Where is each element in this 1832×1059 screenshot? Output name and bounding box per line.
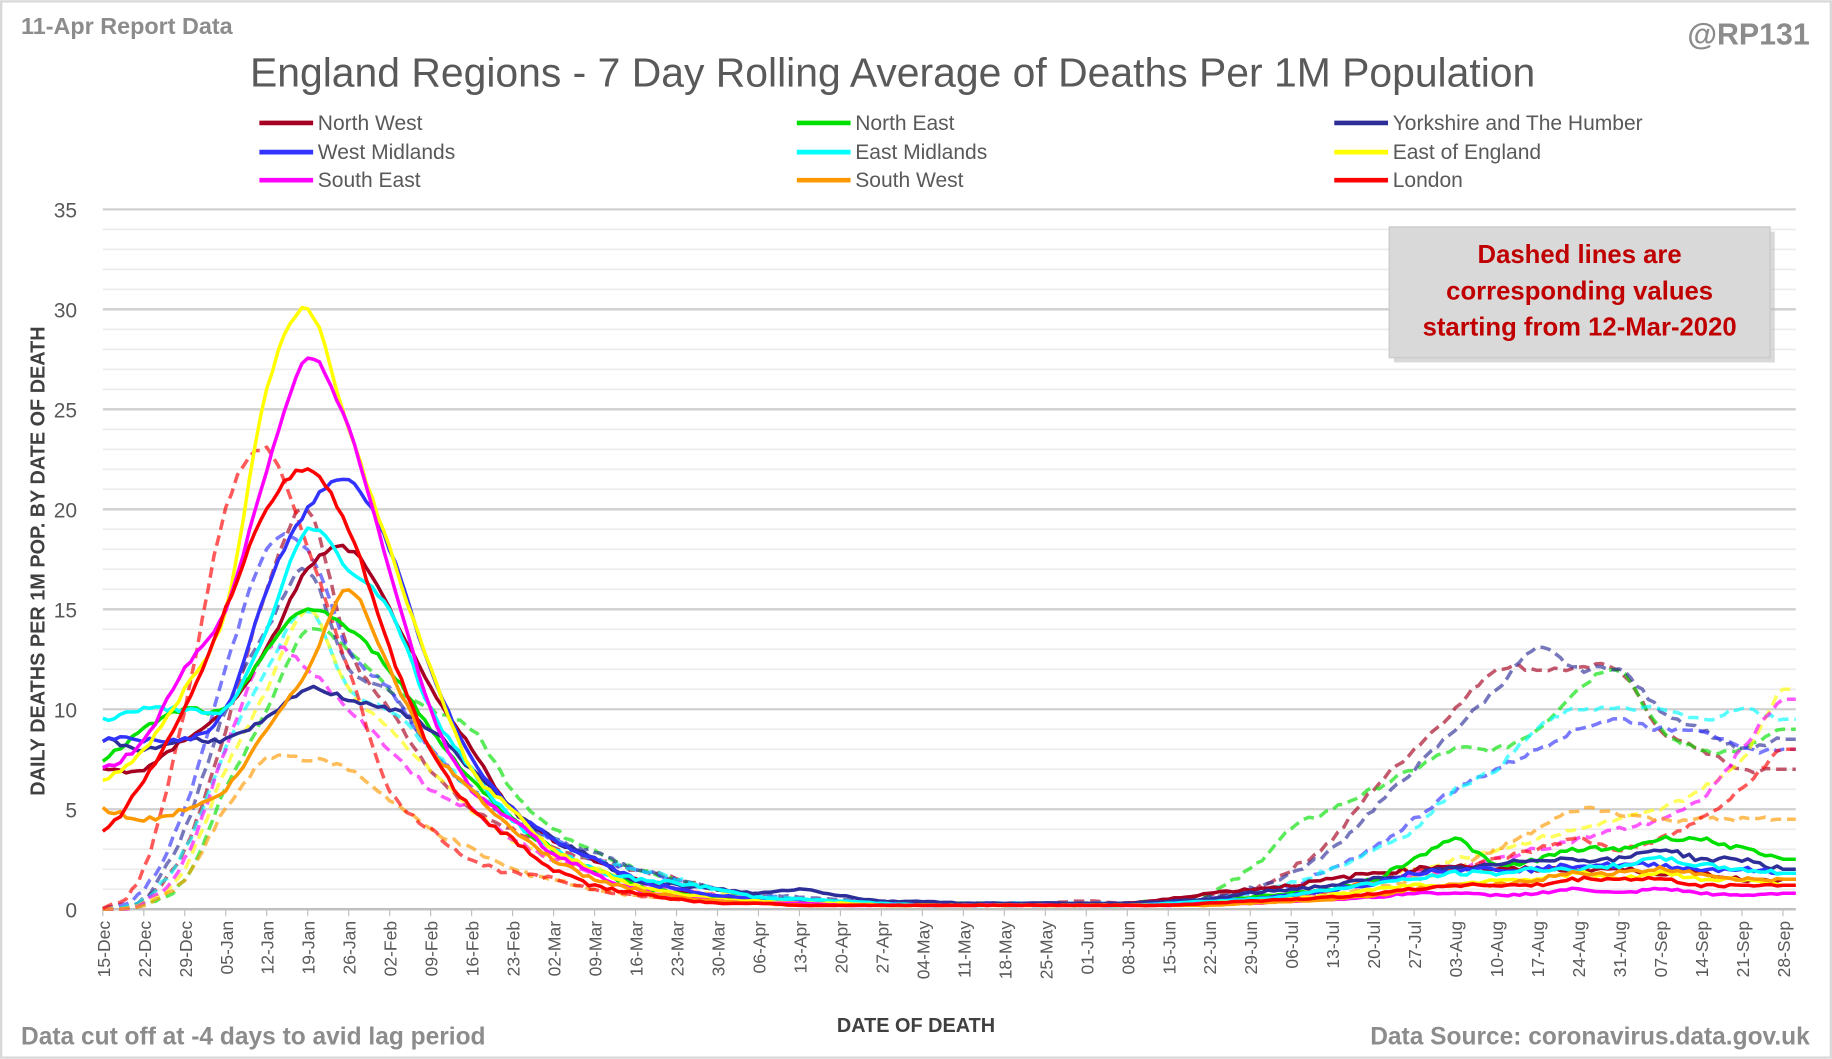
report-label: 11-Apr Report Data: [21, 13, 234, 39]
annotation-line-2: corresponding values: [1446, 277, 1713, 305]
y-tick-label: 15: [54, 599, 77, 622]
legend-label: North East: [855, 112, 954, 135]
x-tick-label: 08-Jun: [1118, 921, 1138, 975]
legend-label: West Midlands: [318, 141, 455, 164]
x-tick-label: 19-Jan: [299, 921, 319, 975]
y-axis-label: DAILY DEATHS PER 1M POP. BY DATE OF DEAT…: [27, 326, 49, 795]
y-tick-label: 25: [54, 400, 77, 423]
x-tick-label: 03-Aug: [1446, 921, 1466, 977]
x-tick-label: 21-Sep: [1733, 921, 1753, 977]
legend-item: North West: [259, 112, 423, 135]
x-tick-label: 04-May: [913, 921, 933, 980]
x-tick-label: 20-Jul: [1364, 921, 1384, 969]
series-lines: [101, 305, 1796, 911]
legend-label: North West: [318, 112, 423, 135]
data-source: Data Source: coronavirus.data.gov.uk: [1370, 1024, 1810, 1051]
legend-label: South West: [855, 169, 963, 192]
x-tick-label: 01-Jun: [1077, 921, 1097, 975]
x-tick-label: 02-Feb: [381, 921, 401, 977]
legend-item: Yorkshire and The Humber: [1334, 112, 1643, 135]
x-tick-label: 31-Aug: [1610, 921, 1630, 977]
x-tick-label: 26-Jan: [340, 921, 360, 975]
legend-label: East Midlands: [855, 141, 987, 164]
y-axis-ticks: 0 5 10 15 20 25 30 35: [54, 200, 77, 923]
x-axis-label: DATE OF DEATH: [837, 1015, 995, 1037]
x-tick-label: 24-Aug: [1569, 921, 1589, 977]
x-tick-label: 22-Jun: [1200, 921, 1220, 975]
x-tick-label: 15-Dec: [94, 921, 114, 978]
x-tick-label: 22-Dec: [135, 921, 155, 978]
x-tick-label: 09-Mar: [586, 921, 606, 977]
legend-item: London: [1334, 169, 1463, 192]
x-tick-label: 12-Jan: [258, 921, 278, 975]
series-line-2: [101, 684, 1796, 906]
legend-label: Yorkshire and The Humber: [1393, 112, 1643, 135]
legend-label: East of England: [1393, 141, 1541, 164]
x-tick-label: 25-May: [1036, 921, 1056, 980]
x-tick-label: 27-Jul: [1405, 921, 1425, 969]
dashed-series-line-12: [102, 531, 1796, 911]
y-tick-label: 30: [54, 300, 77, 323]
x-tick-label: 30-Mar: [709, 921, 729, 977]
x-tick-label: 23-Mar: [668, 921, 688, 977]
y-tick-label: 0: [65, 899, 77, 922]
x-tick-label: 23-Feb: [504, 921, 524, 977]
x-tick-label: 27-Apr: [872, 921, 892, 974]
x-tick-label: 16-Feb: [463, 921, 483, 977]
x-tick-label: 06-Jul: [1282, 921, 1302, 969]
annotation-box: Dashed lines are corresponding values st…: [1388, 226, 1775, 363]
annotation-line-1: Dashed lines are: [1478, 241, 1682, 269]
x-tick-label: 29-Jun: [1241, 921, 1261, 975]
x-tick-label: 06-Apr: [749, 921, 769, 974]
chart-title: England Regions - 7 Day Rolling Average …: [250, 50, 1535, 96]
legend-label: London: [1393, 169, 1463, 192]
x-tick-label: 16-Mar: [627, 921, 647, 977]
x-tick-label: 28-Sep: [1774, 921, 1794, 977]
x-tick-label: 29-Dec: [176, 921, 196, 978]
x-tick-label: 05-Jan: [217, 921, 237, 975]
x-tick-label: 09-Feb: [422, 921, 442, 977]
x-tick-label: 10-Aug: [1487, 921, 1507, 977]
x-tick-label: 15-Jun: [1159, 921, 1179, 975]
legend-item: North East: [796, 112, 955, 135]
legend-label: South East: [318, 169, 421, 192]
x-tick-label: 07-Sep: [1651, 921, 1671, 977]
y-tick-label: 20: [54, 499, 77, 522]
x-tick-label: 14-Sep: [1692, 921, 1712, 977]
dashed-series-line-15: [102, 644, 1796, 911]
legend: North West North East Yorkshire and The Hu…: [259, 112, 1643, 192]
x-tick-label: 11-May: [954, 921, 974, 978]
dashed-series-line-14: [102, 605, 1796, 911]
x-tick-label: 18-May: [995, 921, 1015, 980]
series-line-8: [101, 467, 1796, 908]
x-tick-label: 02-Mar: [545, 921, 565, 977]
legend-item: East Midlands: [796, 141, 987, 164]
author-handle: @RP131: [1687, 19, 1810, 52]
x-tick-label: 13-Apr: [790, 921, 810, 974]
legend-item: West Midlands: [259, 141, 455, 164]
legend-item: South West: [796, 169, 964, 192]
legend-item: South East: [259, 169, 421, 192]
footer-note: Data cut off at -4 days to avid lag peri…: [21, 1024, 486, 1051]
annotation-line-3: starting from 12-Mar-2020: [1423, 314, 1737, 342]
y-tick-label: 10: [54, 699, 77, 722]
y-tick-label: 5: [65, 799, 77, 822]
legend-item: East of England: [1334, 141, 1541, 164]
x-tick-label: 20-Apr: [831, 921, 851, 974]
x-tick-label: 17-Aug: [1528, 921, 1548, 977]
x-tick-label: 13-Jul: [1323, 921, 1343, 969]
y-tick-label: 35: [54, 200, 77, 223]
dashed-series-line-17: [102, 445, 1796, 910]
x-axis-ticks: 15-Dec 22-Dec 29-Dec 05-Jan 12-Jan 19-Jan 26-J…: [94, 908, 1796, 980]
